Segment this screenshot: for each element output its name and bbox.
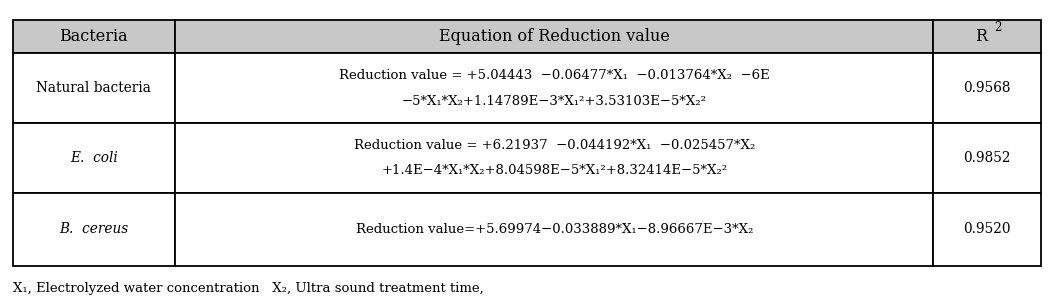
- Bar: [13, 53, 175, 123]
- Bar: [175, 123, 934, 193]
- Text: E.  coli: E. coli: [70, 151, 118, 165]
- Text: Reduction value=+5.69974−0.033889*X₁−8.96667E−3*X₂: Reduction value=+5.69974−0.033889*X₁−8.9…: [355, 223, 753, 236]
- Text: 0.9568: 0.9568: [963, 81, 1011, 95]
- Bar: [175, 53, 934, 123]
- Bar: [13, 20, 175, 53]
- Text: 0.9520: 0.9520: [963, 222, 1011, 236]
- Text: X₁, Electrolyzed water concentration   X₂, Ultra sound treatment time,: X₁, Electrolyzed water concentration X₂,…: [13, 282, 484, 295]
- Text: Reduction value = +6.21937  −0.044192*X₁  −0.025457*X₂: Reduction value = +6.21937 −0.044192*X₁ …: [354, 139, 755, 152]
- Bar: [13, 123, 175, 193]
- Text: R: R: [975, 28, 988, 45]
- Text: 0.9852: 0.9852: [963, 151, 1011, 165]
- Bar: [934, 20, 1041, 53]
- Text: −5*X₁*X₂+1.14789E−3*X₁²+3.53103E−5*X₂²: −5*X₁*X₂+1.14789E−3*X₁²+3.53103E−5*X₂²: [402, 95, 707, 107]
- Bar: [175, 193, 934, 266]
- Bar: [934, 53, 1041, 123]
- Bar: [175, 20, 934, 53]
- Text: Natural bacteria: Natural bacteria: [37, 81, 152, 95]
- Text: Equation of Reduction value: Equation of Reduction value: [438, 28, 669, 45]
- Text: Bacteria: Bacteria: [60, 28, 129, 45]
- Bar: [934, 193, 1041, 266]
- Text: 2: 2: [994, 21, 1001, 34]
- Bar: [934, 123, 1041, 193]
- Text: Reduction value = +5.04443  −0.06477*X₁  −0.013764*X₂  −6E: Reduction value = +5.04443 −0.06477*X₁ −…: [339, 69, 769, 82]
- Bar: [13, 193, 175, 266]
- Text: +1.4E−4*X₁*X₂+8.04598E−5*X₁²+8.32414E−5*X₂²: +1.4E−4*X₁*X₂+8.04598E−5*X₁²+8.32414E−5*…: [382, 165, 727, 177]
- Text: B.  cereus: B. cereus: [59, 222, 129, 236]
